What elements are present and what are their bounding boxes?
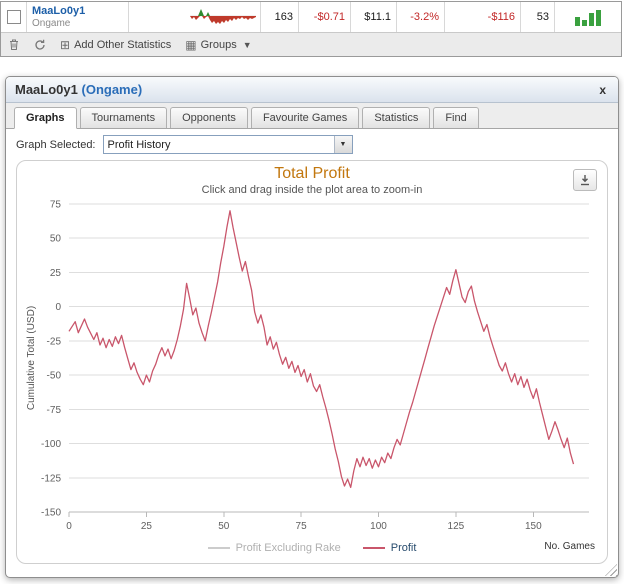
chart-panel: Total Profit Click and drag inside the p…: [16, 160, 608, 564]
svg-text:-100: -100: [41, 439, 61, 450]
chart-subtitle: Click and drag inside the plot area to z…: [201, 184, 423, 196]
export-chart-button[interactable]: [573, 169, 597, 191]
delete-button[interactable]: [8, 38, 20, 51]
tab-tournaments[interactable]: Tournaments: [79, 107, 168, 128]
svg-text:0: 0: [66, 521, 72, 532]
tab-graphs[interactable]: Graphs: [14, 107, 77, 129]
legend-swatch: [362, 547, 385, 549]
player-name-cell[interactable]: MaaLo0y1 Ongame: [27, 2, 129, 32]
svg-text:-150: -150: [41, 508, 61, 519]
svg-text:25: 25: [141, 521, 153, 532]
svg-text:75: 75: [296, 521, 308, 532]
profit-sparkline: [190, 9, 256, 24]
stat-value: $11.1: [351, 2, 397, 32]
stat-value: 163: [261, 2, 299, 32]
sparkline-cell: [129, 2, 261, 32]
chevron-down-icon: ▼: [333, 136, 352, 153]
refresh-icon: [35, 39, 45, 50]
svg-text:-25: -25: [47, 336, 62, 347]
tab-opponents[interactable]: Opponents: [170, 107, 248, 128]
legend-item-profit[interactable]: Profit: [362, 542, 416, 554]
stat-value: -3.2%: [397, 2, 445, 32]
groups-label: Groups: [200, 38, 237, 51]
player-site: Ongame: [32, 18, 71, 29]
chevron-down-icon: ▼: [242, 39, 252, 50]
svg-text:Cumulative Total (USD): Cumulative Total (USD): [26, 306, 37, 410]
svg-text:-125: -125: [41, 473, 61, 484]
tab-find[interactable]: Find: [433, 107, 479, 128]
dialog-header: MaaLo0y1 (Ongame) x: [6, 77, 618, 103]
stats-table: MaaLo0y1 Ongame 163 -$0.71 $11.1 -3.2% -…: [0, 1, 622, 57]
svg-text:50: 50: [50, 234, 62, 245]
chart-legend: Profit Excluding Rake Profit No. Games: [21, 540, 603, 556]
add-other-statistics-button[interactable]: ⊞ Add Other Statistics: [60, 39, 171, 51]
stat-value: 53: [521, 2, 555, 32]
x-axis-label: No. Games: [544, 541, 595, 552]
svg-text:125: 125: [448, 521, 465, 532]
dialog-title: MaaLo0y1 (Ongame): [15, 82, 142, 97]
chart-title: Total Profit: [274, 165, 350, 182]
trash-icon: [10, 39, 18, 50]
tab-favourite-games[interactable]: Favourite Games: [250, 107, 360, 128]
plus-icon: ⊞: [60, 37, 71, 52]
player-row: MaaLo0y1 Ongame 163 -$0.71 $11.1 -3.2% -…: [1, 2, 621, 33]
download-icon: [581, 175, 589, 186]
graph-select-row: Graph Selected: Profit History ▼: [6, 129, 618, 160]
close-button[interactable]: x: [599, 82, 606, 97]
tab-bar: Graphs Tournaments Opponents Favourite G…: [6, 103, 618, 129]
player-name: MaaLo0y1: [32, 5, 86, 17]
svg-text:150: 150: [525, 521, 542, 532]
graph-select[interactable]: Profit History ▼: [102, 135, 353, 154]
graph-select-value: Profit History: [107, 138, 171, 151]
svg-text:-50: -50: [47, 371, 62, 382]
toolbar: ⊞ Add Other Statistics ▦ Groups ▼: [1, 33, 621, 56]
legend-swatch: [207, 547, 230, 549]
dialog-title-site: (Ongame): [81, 82, 143, 97]
stat-value: -$0.71: [299, 2, 351, 32]
groups-icon: ▦: [185, 37, 197, 52]
graph-selected-label: Graph Selected:: [16, 138, 96, 151]
legend-item-profit-excluding-rake[interactable]: Profit Excluding Rake: [207, 542, 341, 554]
svg-text:0: 0: [55, 302, 61, 313]
refresh-button[interactable]: [34, 39, 46, 51]
groups-dropdown[interactable]: ▦ Groups ▼: [185, 39, 251, 51]
mini-bar-chart-cell: [555, 2, 621, 32]
tab-statistics[interactable]: Statistics: [362, 107, 431, 128]
stat-value: -$116: [445, 2, 521, 32]
svg-text:50: 50: [218, 521, 230, 532]
mini-bar-chart: [575, 8, 601, 26]
svg-text:100: 100: [370, 521, 387, 532]
dialog-title-name: MaaLo0y1: [15, 82, 78, 97]
resize-handle[interactable]: [605, 564, 617, 576]
svg-text:75: 75: [50, 200, 62, 211]
row-checkbox-cell: [1, 2, 27, 32]
profit-chart-plot[interactable]: 75 50 25 0 -25 -50 -75 -100 -125 -150 0 25 50 75 100 12…: [21, 196, 603, 542]
svg-text:25: 25: [50, 268, 62, 279]
player-dialog: MaaLo0y1 (Ongame) x Graphs Tournaments O…: [5, 76, 619, 578]
add-other-statistics-label: Add Other Statistics: [74, 38, 172, 51]
row-checkbox[interactable]: [6, 10, 21, 24]
svg-text:-75: -75: [47, 405, 62, 416]
